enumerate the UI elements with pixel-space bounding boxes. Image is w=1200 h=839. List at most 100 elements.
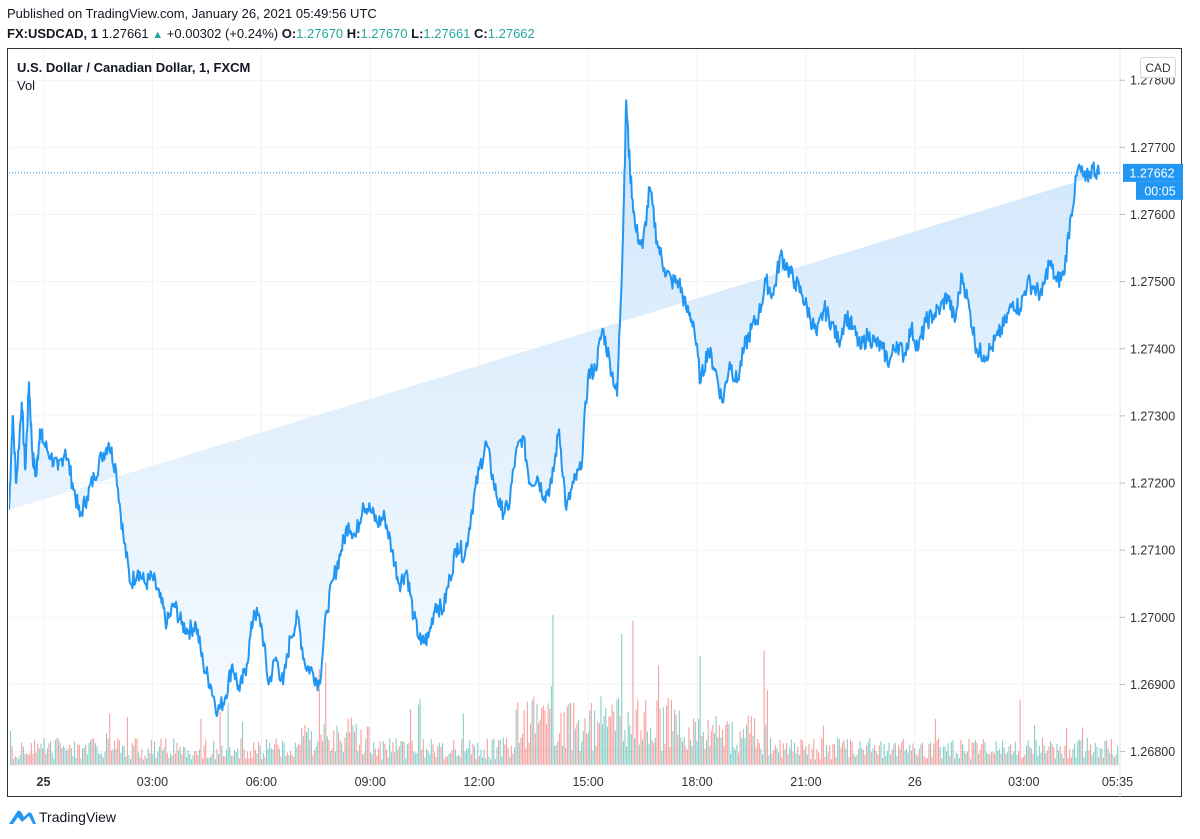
- volume-bar: [936, 740, 938, 765]
- volume-bar: [1067, 758, 1069, 765]
- volume-bar: [1078, 739, 1080, 765]
- volume-bar: [187, 750, 189, 765]
- volume-bar: [1059, 746, 1061, 765]
- volume-bar: [426, 749, 428, 765]
- volume-bar: [944, 746, 946, 765]
- volume-bar: [750, 716, 752, 765]
- volume-bar: [485, 758, 487, 765]
- volume-bar: [832, 744, 834, 765]
- volume-bar: [688, 727, 690, 765]
- volume-bar: [952, 740, 954, 765]
- volume-bar: [886, 751, 888, 765]
- volume-bar: [709, 746, 711, 765]
- volume-bar: [691, 745, 693, 765]
- volume-bar: [16, 757, 18, 765]
- volume-bar: [597, 721, 599, 765]
- volume-bar: [325, 662, 327, 765]
- volume-bar: [494, 759, 496, 765]
- volume-bar: [470, 754, 472, 765]
- volume-bar: [350, 717, 352, 765]
- volume-bar: [150, 739, 152, 765]
- volume-bar: [1070, 757, 1072, 765]
- volume-bar: [312, 755, 314, 765]
- volume-bar: [53, 758, 55, 765]
- x-axis: 25 03:00 06:00 09:00 12:00 15:00 18:00 21:00 26 0…: [37, 775, 1134, 789]
- volume-bar: [757, 739, 759, 765]
- volume-bar: [854, 756, 856, 765]
- volume-bar: [867, 742, 869, 765]
- volume-bar: [43, 738, 45, 765]
- volume-bar: [656, 700, 658, 765]
- volume-bar: [528, 742, 530, 765]
- volume-bar: [242, 721, 244, 765]
- volume-bar: [1022, 757, 1024, 765]
- volume-bar: [862, 749, 864, 765]
- volume-bar: [304, 724, 306, 765]
- x-tick-label: 09:00: [355, 775, 386, 789]
- volume-bar: [107, 738, 109, 765]
- volume-bar: [42, 748, 44, 765]
- volume-bar: [840, 747, 842, 765]
- currency-button[interactable]: CAD: [1140, 57, 1176, 78]
- volume-bar: [818, 752, 820, 765]
- volume-bar: [885, 756, 887, 765]
- volume-bar: [1099, 748, 1101, 765]
- volume-bar: [1102, 757, 1104, 765]
- volume-bar: [957, 753, 959, 765]
- volume-bar: [245, 758, 247, 765]
- volume-bar: [646, 731, 648, 765]
- volume-bar: [968, 738, 970, 765]
- volume-bar: [941, 758, 943, 765]
- volume-bar: [258, 742, 260, 765]
- volume-bar: [842, 742, 844, 765]
- volume-bar: [672, 731, 674, 765]
- volume-bar: [422, 739, 424, 765]
- volume-bar: [853, 753, 855, 765]
- open-value: 1.27670: [296, 26, 344, 41]
- volume-bar: [339, 740, 341, 765]
- volume-bar: [874, 745, 876, 765]
- volume-bar: [38, 748, 40, 765]
- volume-bar: [382, 741, 384, 765]
- volume-bar: [942, 746, 944, 765]
- volume-bar: [14, 756, 16, 765]
- volume-bar: [11, 746, 13, 765]
- volume-bar: [99, 754, 101, 765]
- volume-bar: [768, 754, 770, 765]
- volume-bar: [267, 748, 269, 765]
- volume-bar: [413, 751, 415, 765]
- volume-bar: [570, 702, 572, 765]
- volume-bar: [54, 740, 56, 765]
- volume-bar: [696, 740, 698, 765]
- volume-bar: [779, 739, 781, 765]
- volume-bar: [856, 754, 858, 765]
- volume-bar: [109, 713, 111, 765]
- volume-bar: [32, 753, 34, 765]
- volume-bar: [661, 751, 663, 765]
- volume-bar: [826, 745, 828, 765]
- volume-bar: [906, 748, 908, 765]
- volume-bar: [629, 724, 631, 765]
- volume-bar: [778, 752, 780, 765]
- volume-bar: [606, 726, 608, 765]
- volume-bar: [926, 758, 928, 765]
- volume-bar: [400, 741, 402, 765]
- volume-bar: [342, 751, 344, 765]
- volume-bar: [726, 721, 728, 765]
- volume-bar: [712, 724, 714, 765]
- volume-bar: [421, 749, 423, 765]
- volume-bar: [246, 751, 248, 765]
- volume-bar: [200, 718, 202, 765]
- volume-bar: [890, 754, 892, 765]
- volume-bar: [294, 742, 296, 765]
- volume-bar: [864, 755, 866, 765]
- volume-bar: [614, 730, 616, 765]
- volume-bar: [498, 740, 500, 765]
- volume-bar: [821, 738, 823, 765]
- volume-bar: [176, 742, 178, 765]
- volume-bar: [478, 756, 480, 765]
- volume-bar: [549, 708, 551, 765]
- volume-bar: [1002, 740, 1004, 765]
- volume-bar: [939, 747, 941, 765]
